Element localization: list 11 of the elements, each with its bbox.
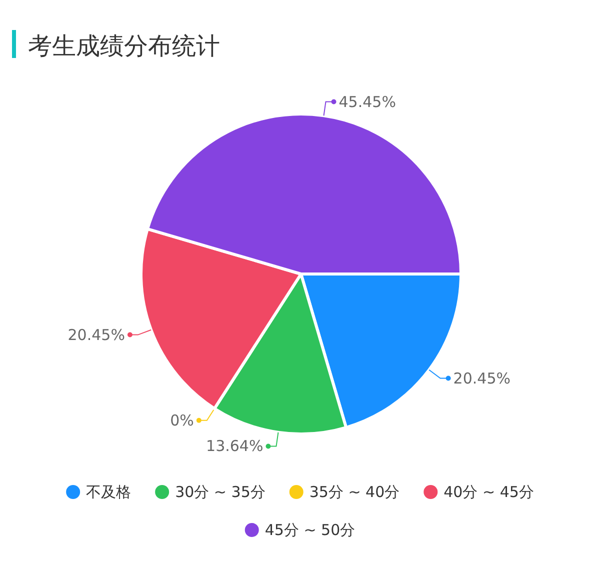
- legend-label: 35分 ~ 40分: [309, 483, 400, 501]
- chart-title: 考生成绩分布统计: [28, 32, 220, 60]
- text: 0%: [170, 411, 194, 430]
- legend-label: 40分 ~ 45分: [444, 483, 534, 501]
- data-label: 45.45%: [338, 92, 396, 111]
- legend-label: 30分 ~ 35分: [175, 483, 266, 501]
- data-label: 20.45%: [453, 369, 511, 388]
- legend-label: 不及格: [86, 483, 132, 501]
- data-label: 13.64%: [206, 437, 264, 456]
- legend-label: 45分 ~ 50分: [264, 521, 356, 539]
- data-label: 20.45%: [68, 326, 125, 344]
